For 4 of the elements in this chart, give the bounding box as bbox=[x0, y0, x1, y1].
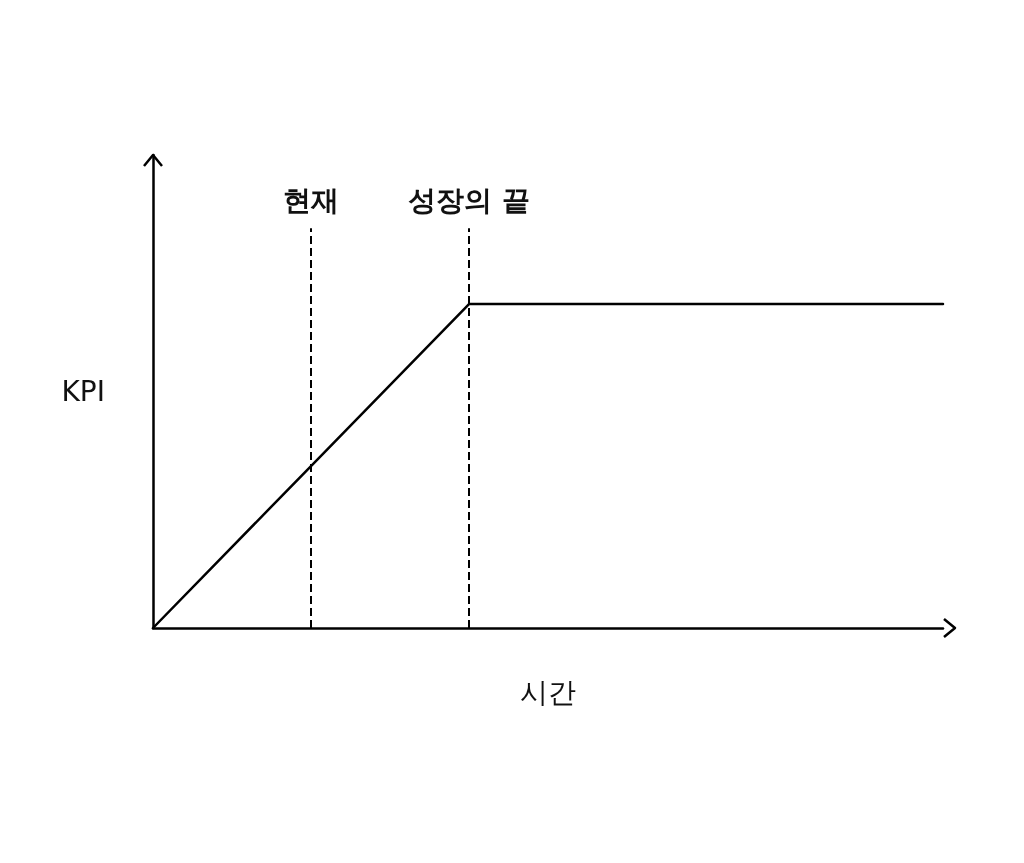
text: 성장의 끝 bbox=[408, 183, 530, 217]
text: 현재 bbox=[283, 183, 339, 217]
y-axis-title: KPI bbox=[61, 375, 105, 408]
x-axis-title: 시간 bbox=[520, 675, 576, 709]
